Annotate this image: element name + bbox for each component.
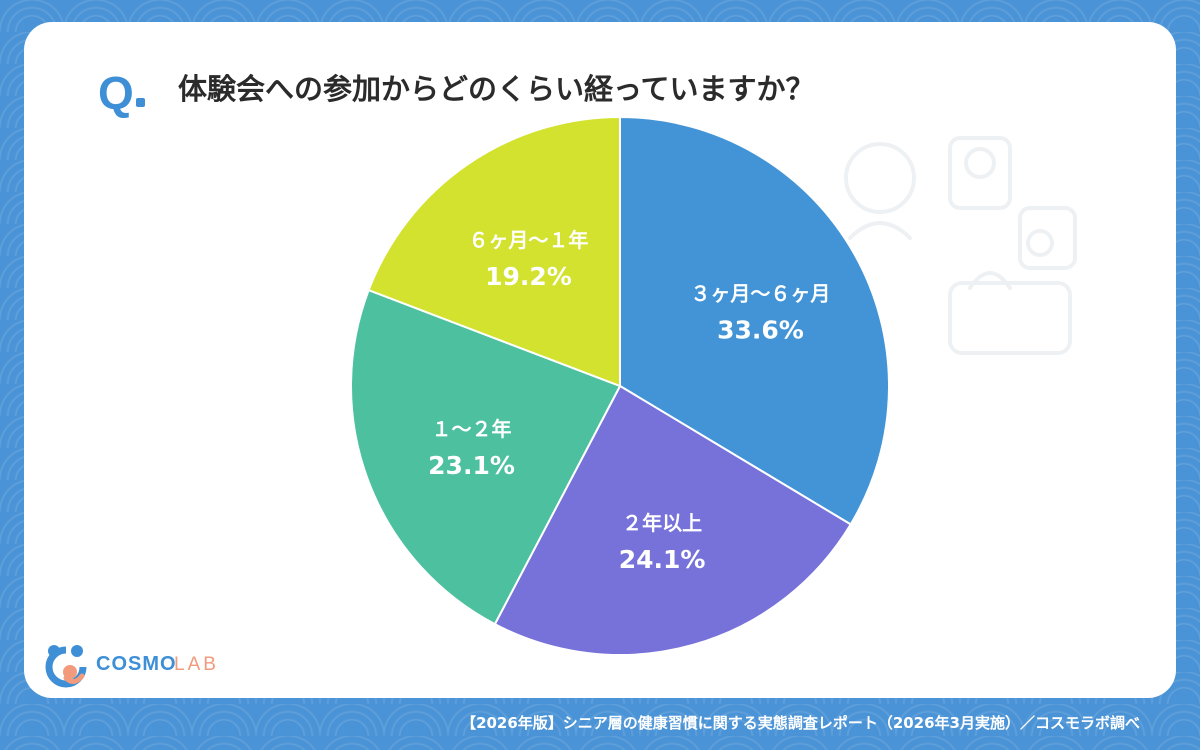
pie-slice-label: ２年以上 <box>622 511 702 535</box>
question-mark-label: Q <box>98 67 135 119</box>
source-caption: 【2026年版】シニア層の健康習慣に関する実態調査レポート（2026年3月実施）… <box>461 714 1140 732</box>
brand-logo: COSMO LAB <box>44 642 244 688</box>
pie-slice-label: ３ヶ月〜６ヶ月 <box>690 281 830 305</box>
pie-slice-value: 19.2% <box>485 262 572 291</box>
logo-text-cosmo: COSMO <box>96 653 177 675</box>
pie-chart: ３ヶ月〜６ヶ月 33.6% ２年以上 24.1% １〜２年 23.1% ６ヶ月〜１年 19.2… <box>350 115 890 656</box>
pie-slice-label: ６ヶ月〜１年 <box>468 228 588 252</box>
pie-slices <box>350 115 890 656</box>
cosmo-lab-logo-icon <box>45 645 87 688</box>
question-mark-dot <box>136 98 145 107</box>
decorative-illustration <box>844 136 1077 355</box>
pie-slice <box>367 115 621 388</box>
pie-slice-value: 23.1% <box>428 451 515 480</box>
pie-slice <box>619 115 890 526</box>
logo-text-lab: LAB <box>174 654 219 675</box>
pie-slice <box>350 288 622 626</box>
question-title: 体験会への参加からどのくらい経っていますか？ <box>178 72 815 106</box>
pie-slice-value: 33.6% <box>717 315 804 344</box>
pie-slice <box>493 384 853 656</box>
pie-slice-value: 24.1% <box>619 545 706 574</box>
pie-labels: ３ヶ月〜６ヶ月 33.6% ２年以上 24.1% １〜２年 23.1% ６ヶ月〜１年 19.2… <box>428 228 830 574</box>
pie-slice-label: １〜２年 <box>432 417 512 441</box>
